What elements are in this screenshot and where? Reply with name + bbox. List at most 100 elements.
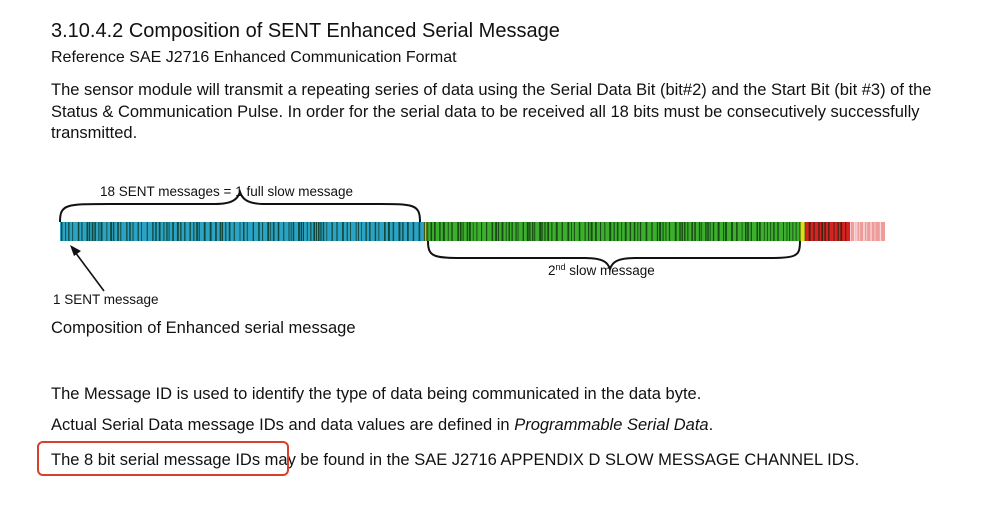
stripe-divider: [770, 222, 772, 241]
stripe-divider: [459, 222, 462, 241]
stripe-divider: [561, 222, 563, 241]
stripe-divider: [326, 222, 328, 241]
stripe-segment: [60, 222, 424, 241]
stripe-divider: [783, 222, 784, 241]
figure-arrow-label: 1 SENT message: [53, 292, 159, 307]
stripe-divider: [705, 222, 707, 241]
stripe-divider: [691, 222, 693, 241]
stripe-divider: [384, 222, 386, 241]
stripe-divider: [152, 222, 154, 241]
stripe-divider: [694, 222, 696, 241]
stripe-divider: [870, 222, 872, 241]
stripe-divider: [298, 222, 300, 241]
stripe-divider: [609, 222, 612, 241]
stripe-divider: [736, 222, 738, 241]
stripe-divider: [77, 222, 80, 241]
stripe-divider: [539, 222, 541, 241]
stripe-divider: [845, 222, 847, 241]
stripe-divider: [106, 222, 108, 241]
stripe-divider: [497, 222, 500, 241]
stripe-divider: [639, 222, 642, 241]
stripe-divider: [573, 222, 575, 241]
stripe-divider: [342, 222, 344, 241]
bottom-label-ordinal: 2: [548, 263, 556, 278]
stripe-divider: [624, 222, 627, 241]
stripe-divider: [698, 222, 701, 241]
stripe-segment: [806, 222, 850, 241]
intro-paragraph: The sensor module will transmit a repeat…: [51, 81, 932, 142]
pointer-arrow: [74, 251, 105, 292]
stripe-divider: [163, 222, 165, 241]
figure-caption: Composition of Enhanced serial message: [51, 319, 356, 337]
stripe-divider: [723, 222, 725, 241]
stripe-divider: [439, 222, 441, 241]
stripe-divider: [233, 222, 235, 241]
stripe-divider: [526, 222, 529, 241]
stripe-divider: [709, 222, 711, 241]
stripe-divider: [759, 222, 761, 241]
stripe-divider: [662, 222, 664, 241]
stripe-divider: [595, 222, 597, 241]
stripe-divider: [584, 222, 586, 241]
stripe-divider: [616, 222, 619, 241]
stripe-divider: [621, 222, 623, 241]
stripe-divider: [361, 222, 362, 241]
stripe-divider: [481, 222, 483, 241]
figure-top-label: 18 SENT messages = 1 full slow message: [100, 184, 353, 199]
stripe-divider: [184, 222, 186, 241]
message-id-sentence: The Message ID is used to identify the t…: [51, 385, 702, 403]
stripe-divider: [137, 222, 139, 241]
bottom-label-sup: nd: [555, 262, 566, 272]
stripe-divider: [272, 222, 275, 241]
stripe-divider: [828, 222, 830, 241]
stripe-divider: [457, 222, 459, 241]
stripe-divider: [476, 222, 478, 241]
highlighted-phrase: The 8 bit serial message IDs: [51, 451, 261, 469]
stripe-divider: [555, 222, 558, 241]
stripe-divider: [645, 222, 648, 241]
stripe-divider: [717, 222, 720, 241]
stripe-divider: [172, 222, 174, 241]
stripe-divider: [741, 222, 743, 241]
stripe-divider: [515, 222, 517, 241]
stripe-divider: [215, 222, 217, 241]
stripe-divider: [495, 222, 497, 241]
stripe-divider: [799, 222, 801, 241]
stripe-divider: [146, 222, 148, 241]
stripe-divider: [856, 222, 858, 241]
stripe-divider: [789, 222, 791, 241]
stripe-divider: [155, 222, 157, 241]
stripe-divider: [168, 222, 170, 241]
stripe-divider: [837, 222, 839, 241]
stripe-divider: [629, 222, 632, 241]
stripe-divider: [508, 222, 510, 241]
stripe-divider: [853, 222, 856, 241]
stripe-divider: [412, 222, 415, 241]
stripe-divider: [687, 222, 689, 241]
stripe-divider: [113, 222, 115, 241]
highlight-box: [37, 441, 289, 476]
stripe-divider: [750, 222, 752, 241]
stripe-divider: [91, 222, 94, 241]
stripe-divider: [874, 222, 876, 241]
stripe-divider: [777, 222, 779, 241]
stripe-segment: [424, 222, 428, 241]
stripe-divider: [532, 222, 534, 241]
stripe-divider: [336, 222, 338, 241]
stripe-divider: [491, 222, 494, 241]
stripe-divider: [243, 222, 245, 241]
stripe-divider: [517, 222, 519, 241]
stripe-divider: [65, 222, 67, 241]
stripe-divider: [290, 222, 292, 241]
stripe-divider: [318, 222, 320, 241]
stripe-divider: [674, 222, 677, 241]
stripe-divider: [840, 222, 843, 241]
stripe-divider: [863, 222, 865, 241]
stripe-divider: [322, 222, 325, 241]
stripe-divider: [684, 222, 686, 241]
stripe-divider: [551, 222, 553, 241]
stripe-divider: [306, 222, 308, 241]
stripe-divider: [833, 222, 835, 241]
stripe-divider: [189, 222, 191, 241]
stripe-divider: [529, 222, 531, 241]
